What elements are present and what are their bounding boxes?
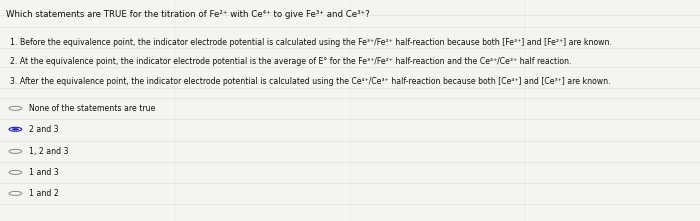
Text: 1. Before the equivalence point, the indicator electrode potential is calculated: 1. Before the equivalence point, the ind… (10, 38, 612, 47)
Text: 2 and 3: 2 and 3 (29, 125, 59, 134)
Text: 1 and 2: 1 and 2 (29, 189, 59, 198)
Text: 3. After the equivalence point, the indicator electrode potential is calculated : 3. After the equivalence point, the indi… (10, 77, 611, 86)
Text: None of the statements are true: None of the statements are true (29, 104, 156, 113)
Text: 2. At the equivalence point, the indicator electrode potential is the average of: 2. At the equivalence point, the indicat… (10, 57, 572, 67)
Text: Which statements are TRUE for the titration of Fe²⁺ with Ce⁴⁺ to give Fe³⁺ and C: Which statements are TRUE for the titrat… (6, 10, 370, 19)
Text: 1, 2 and 3: 1, 2 and 3 (29, 147, 69, 156)
Circle shape (12, 128, 19, 130)
Text: 1 and 3: 1 and 3 (29, 168, 59, 177)
